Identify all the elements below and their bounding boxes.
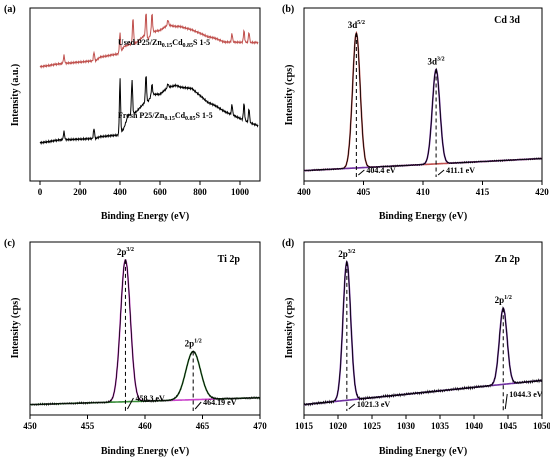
- panel-b-title: Cd 3d: [494, 15, 520, 26]
- panel-c-peak-fit-1: [30, 259, 260, 406]
- panel-b-annotation-2: 411.1 eV: [446, 166, 475, 175]
- panel-b-label: (b): [282, 4, 294, 15]
- panel-c-x-tick-label: 470: [253, 421, 267, 431]
- panel-d-annotation-2: 1044.3 eV: [509, 390, 543, 399]
- panel-b-x-tick-label: 410: [416, 187, 430, 197]
- panel-d-plot: 2p3/2 1021.3 eV 2p1/2 1044.3 eV: [303, 249, 543, 411]
- panel-c-peak-label-1: 2p3/2: [117, 247, 134, 257]
- panel-b-peak-fit-1: [304, 30, 542, 172]
- panel-a-legend-fresh: Fresh P25/Zn0.15Cd0.85S 1-5: [118, 111, 213, 122]
- panel-c-x-tick-label: 465: [196, 421, 210, 431]
- panel-c-annotation-2: 464.19 eV: [203, 398, 237, 407]
- panel-d-annotation-1: 1021.3 eV: [357, 400, 391, 409]
- panel-c-x-tick-label: 450: [23, 421, 37, 431]
- panel-b-annotation-arrow-2: [437, 169, 445, 176]
- panel-d-x-tick-label: 1045: [499, 421, 518, 431]
- panel-c-label: (c): [4, 238, 15, 249]
- panel-a: (a) 0 200 400 600 800 1000 Binding Energy (eV…: [4, 4, 261, 222]
- panel-c-plot-frame: [29, 241, 261, 416]
- panel-b-peak-fit-2: [304, 68, 542, 172]
- panel-d-peak-fit-2: [304, 307, 542, 406]
- panel-d-x-ticks: 1015 1020 1025 1030 1035 1040 1045 1050: [295, 415, 550, 431]
- panel-b-y-axis-label: Intensity (cps): [284, 65, 295, 126]
- panel-d-peak-label-2: 2p1/2: [495, 295, 512, 305]
- panel-a-label: (a): [4, 4, 16, 15]
- panel-b-x-axis-label: Binding Energy (eV): [379, 211, 467, 222]
- panel-b-x-ticks: 400 405 410 415 420: [297, 181, 549, 197]
- panel-b-x-tick-label: 420: [535, 187, 549, 197]
- panel-c-x-tick-label: 455: [81, 421, 95, 431]
- panel-d-x-tick-label: 1050: [533, 421, 550, 431]
- panel-b-peak-label-2: 3d3/2: [427, 56, 444, 66]
- panel-c-annotation-arrow-2: [194, 401, 202, 410]
- panel-c-y-axis-label: Intensity (cps): [10, 298, 21, 359]
- panel-b: (b) Cd 3d 400 405 410 415 420 Binding Energy…: [282, 4, 549, 222]
- panel-d-annotation-arrow-1: [348, 403, 356, 410]
- panel-c: (c) Ti 2p 450 455 460 465 470 Binding Energy…: [4, 238, 267, 457]
- panel-d-title: Zn 2p: [495, 254, 521, 265]
- panel-a-series-used: [39, 13, 259, 69]
- panel-d: (d) Zn 2p 1015 1020 1025 1030 1035 1040 1045 10…: [282, 238, 550, 457]
- panel-c-annotation-arrow-1: [127, 397, 134, 410]
- panel-c-title: Ti 2p: [218, 254, 241, 265]
- panel-b-x-tick-label: 405: [357, 187, 371, 197]
- panel-d-x-axis-label: Binding Energy (eV): [379, 446, 467, 457]
- panel-c-x-ticks: 450 455 460 465 470: [23, 415, 267, 431]
- panel-a-x-tick-label: 0: [38, 187, 43, 197]
- panel-d-x-tick-label: 1035: [431, 421, 450, 431]
- panel-b-annotation-1: 404.4 eV: [366, 166, 396, 175]
- panel-a-x-ticks: 0 200 400 600 800 1000: [38, 181, 250, 197]
- panel-a-y-axis-label: Intensity (a.u.): [10, 64, 21, 127]
- panel-c-x-axis-label: Binding Energy (eV): [101, 446, 189, 457]
- panel-d-x-tick-label: 1025: [363, 421, 382, 431]
- panel-c-x-tick-label: 460: [138, 421, 152, 431]
- panel-c-plot: 2p3/2 458.3 eV 2p1/2 464.19 eV: [29, 247, 261, 411]
- panel-b-plot: 3d5/2 404.4 eV 3d3/2 411.1 eV: [303, 20, 543, 177]
- panel-b-peak-label-1: 3d5/2: [348, 20, 365, 30]
- panel-a-series-fresh: [39, 76, 259, 146]
- panel-a-x-tick-label: 1000: [231, 187, 250, 197]
- panel-b-plot-frame: [303, 7, 543, 182]
- panel-d-raw-data-line: [303, 260, 543, 407]
- panel-c-annotation-1: 458.3 eV: [135, 394, 165, 403]
- panel-a-x-tick-label: 800: [193, 187, 207, 197]
- panel-d-peak-label-1: 2p3/2: [338, 249, 355, 259]
- panel-b-x-tick-label: 415: [476, 187, 490, 197]
- panel-d-annotation-arrow-2: [504, 393, 508, 410]
- panel-d-x-tick-label: 1020: [329, 421, 348, 431]
- panel-a-legend-used: Used P25/Zn0.15Cd0.85S 1-5: [118, 38, 210, 49]
- panel-b-annotation-arrow-1: [358, 169, 365, 176]
- panel-b-raw-data-line: [303, 32, 543, 172]
- panel-b-x-tick-label: 400: [297, 187, 311, 197]
- panel-d-x-tick-label: 1030: [397, 421, 416, 431]
- panel-d-x-tick-label: 1040: [465, 421, 484, 431]
- panel-c-raw-data-line: [29, 259, 261, 407]
- panel-d-x-tick-label: 1015: [295, 421, 314, 431]
- panel-d-y-axis-label: Intensity (cps): [284, 298, 295, 359]
- panel-a-x-tick-label: 200: [73, 187, 87, 197]
- panel-c-peak-label-2: 2p1/2: [185, 338, 202, 348]
- panel-a-x-tick-label: 600: [153, 187, 167, 197]
- panel-a-x-tick-label: 400: [113, 187, 127, 197]
- panel-d-plot-frame: [303, 241, 543, 416]
- panel-a-plot-frame: [29, 7, 261, 182]
- panel-d-label: (d): [282, 238, 294, 249]
- panel-a-x-axis-label: Binding Energy (eV): [101, 211, 189, 222]
